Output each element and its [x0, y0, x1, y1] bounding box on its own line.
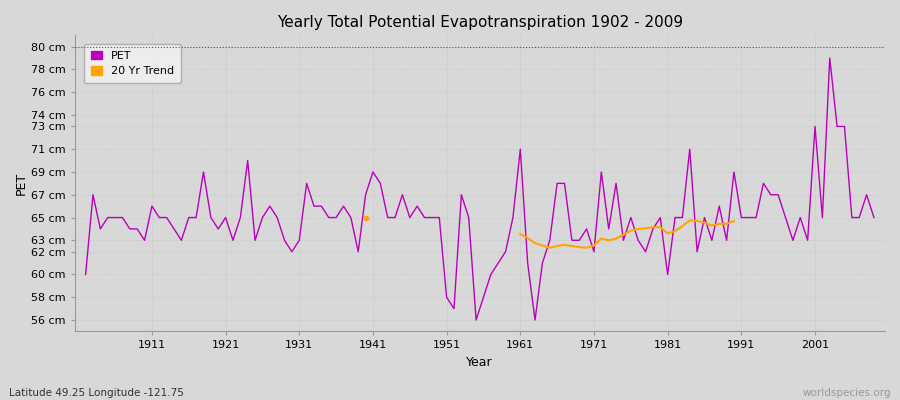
Y-axis label: PET: PET	[15, 172, 28, 195]
Legend: PET, 20 Yr Trend: PET, 20 Yr Trend	[85, 44, 181, 83]
Title: Yearly Total Potential Evapotranspiration 1902 - 2009: Yearly Total Potential Evapotranspiratio…	[276, 15, 683, 30]
Text: Latitude 49.25 Longitude -121.75: Latitude 49.25 Longitude -121.75	[9, 388, 184, 398]
Text: worldspecies.org: worldspecies.org	[803, 388, 891, 398]
X-axis label: Year: Year	[466, 356, 493, 369]
